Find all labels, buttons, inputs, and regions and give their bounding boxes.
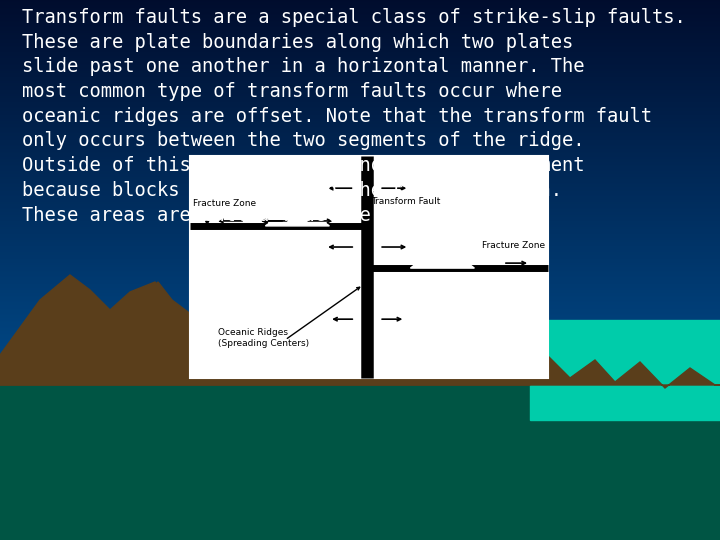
Bar [530,320,720,420]
Bar [190,156,548,378]
Bar [0,370,720,540]
Text: Transform faults are a special class of strike-slip faults.
These are plate boun: Transform faults are a special class of … [22,8,685,225]
Text: Oceanic Ridges
(Spreading Centers): Oceanic Ridges (Spreading Centers) [218,328,309,348]
Polygon shape [410,257,474,268]
Polygon shape [0,282,530,385]
Polygon shape [266,215,329,226]
Text: Transform Fault: Transform Fault [372,197,441,206]
Polygon shape [0,275,720,388]
Text: Fracture Zone: Fracture Zone [482,241,545,250]
Text: Fracture Zone: Fracture Zone [193,199,256,208]
